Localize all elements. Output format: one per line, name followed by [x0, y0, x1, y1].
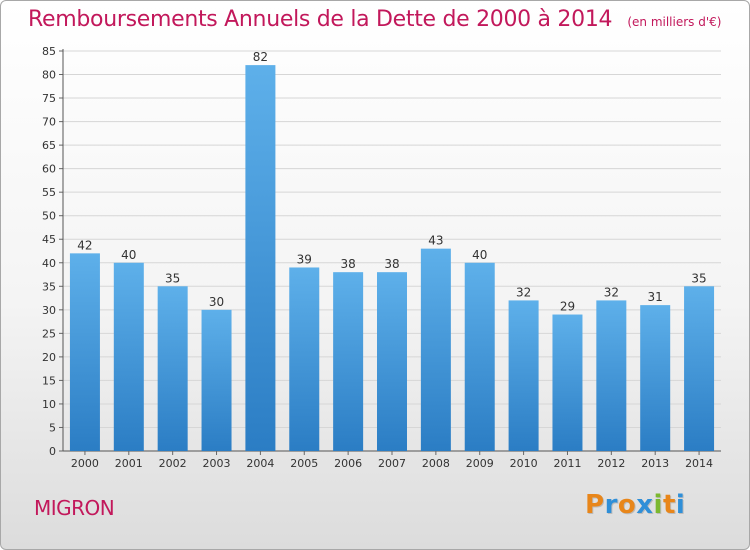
- y-tick-label: 0: [49, 445, 56, 458]
- data-label: 40: [121, 248, 136, 262]
- data-label: 30: [209, 295, 224, 309]
- y-tick-label: 70: [42, 116, 56, 129]
- data-label: 43: [428, 234, 443, 248]
- data-label: 82: [253, 50, 268, 64]
- logo-letter: i: [675, 490, 686, 520]
- y-tick-label: 10: [42, 398, 56, 411]
- bar: [113, 262, 144, 451]
- y-tick-label: 60: [42, 163, 56, 176]
- data-label: 42: [77, 238, 92, 252]
- logo-letter: x: [636, 490, 654, 520]
- bar: [201, 309, 232, 451]
- x-tick-label: 2007: [378, 457, 406, 470]
- logo-letter: P: [585, 490, 605, 520]
- data-label: 40: [472, 248, 487, 262]
- x-tick-label: 2004: [246, 457, 274, 470]
- x-tick-label: 2003: [203, 457, 231, 470]
- y-tick-label: 15: [42, 374, 56, 387]
- y-tick-label: 40: [42, 257, 56, 270]
- data-label: 35: [691, 271, 706, 285]
- data-label: 31: [648, 290, 663, 304]
- data-label: 38: [384, 257, 399, 271]
- logo-letter: o: [617, 490, 637, 520]
- y-tick-label: 80: [42, 69, 56, 82]
- data-label: 35: [165, 271, 180, 285]
- bar: [289, 267, 320, 451]
- data-label: 32: [516, 285, 531, 299]
- x-tick-label: 2014: [685, 457, 713, 470]
- bar: [245, 65, 276, 451]
- data-label: 32: [604, 285, 619, 299]
- bar: [640, 305, 671, 451]
- data-label: 38: [340, 257, 355, 271]
- x-tick-label: 2000: [71, 457, 99, 470]
- bar: [552, 314, 583, 451]
- y-tick-label: 20: [42, 351, 56, 364]
- chart-title-text: Remboursements Annuels de la Dette de 20…: [28, 7, 613, 32]
- x-tick-label: 2006: [334, 457, 362, 470]
- place-name: MIGRON: [34, 496, 115, 520]
- logo-letter: r: [604, 490, 618, 520]
- logo-letter: i: [653, 490, 663, 520]
- data-label: 29: [560, 300, 575, 314]
- chart-title: Remboursements Annuels de la Dette de 20…: [28, 7, 721, 32]
- bar: [684, 286, 715, 451]
- proxiti-logo: Proxiti: [585, 490, 685, 520]
- x-tick-label: 2010: [510, 457, 538, 470]
- x-tick-label: 2012: [597, 457, 625, 470]
- y-tick-label: 55: [42, 186, 56, 199]
- bar: [508, 300, 539, 451]
- bar: [596, 300, 627, 451]
- y-tick-label: 5: [49, 421, 56, 434]
- y-tick-label: 45: [42, 233, 56, 246]
- x-tick-label: 2013: [641, 457, 669, 470]
- chart-unit-note: (en milliers d'€): [627, 15, 722, 29]
- y-tick-label: 25: [42, 327, 56, 340]
- bar: [157, 286, 188, 451]
- bar: [333, 272, 364, 451]
- logo-letter: t: [662, 490, 676, 520]
- x-tick-label: 2009: [466, 457, 494, 470]
- y-tick-label: 65: [42, 139, 56, 152]
- y-tick-label: 50: [42, 210, 56, 223]
- bar: [377, 272, 407, 451]
- bar: [420, 248, 451, 451]
- y-tick-label: 85: [42, 45, 56, 58]
- x-tick-label: 2008: [422, 457, 450, 470]
- y-tick-label: 75: [42, 92, 56, 105]
- x-tick-label: 2005: [290, 457, 318, 470]
- x-tick-label: 2001: [115, 457, 143, 470]
- y-tick-label: 35: [42, 280, 56, 293]
- y-tick-label: 30: [42, 304, 56, 317]
- bar: [69, 253, 100, 451]
- data-label: 39: [297, 252, 312, 266]
- x-tick-label: 2002: [159, 457, 187, 470]
- x-tick-label: 2011: [553, 457, 581, 470]
- bar: [464, 262, 495, 451]
